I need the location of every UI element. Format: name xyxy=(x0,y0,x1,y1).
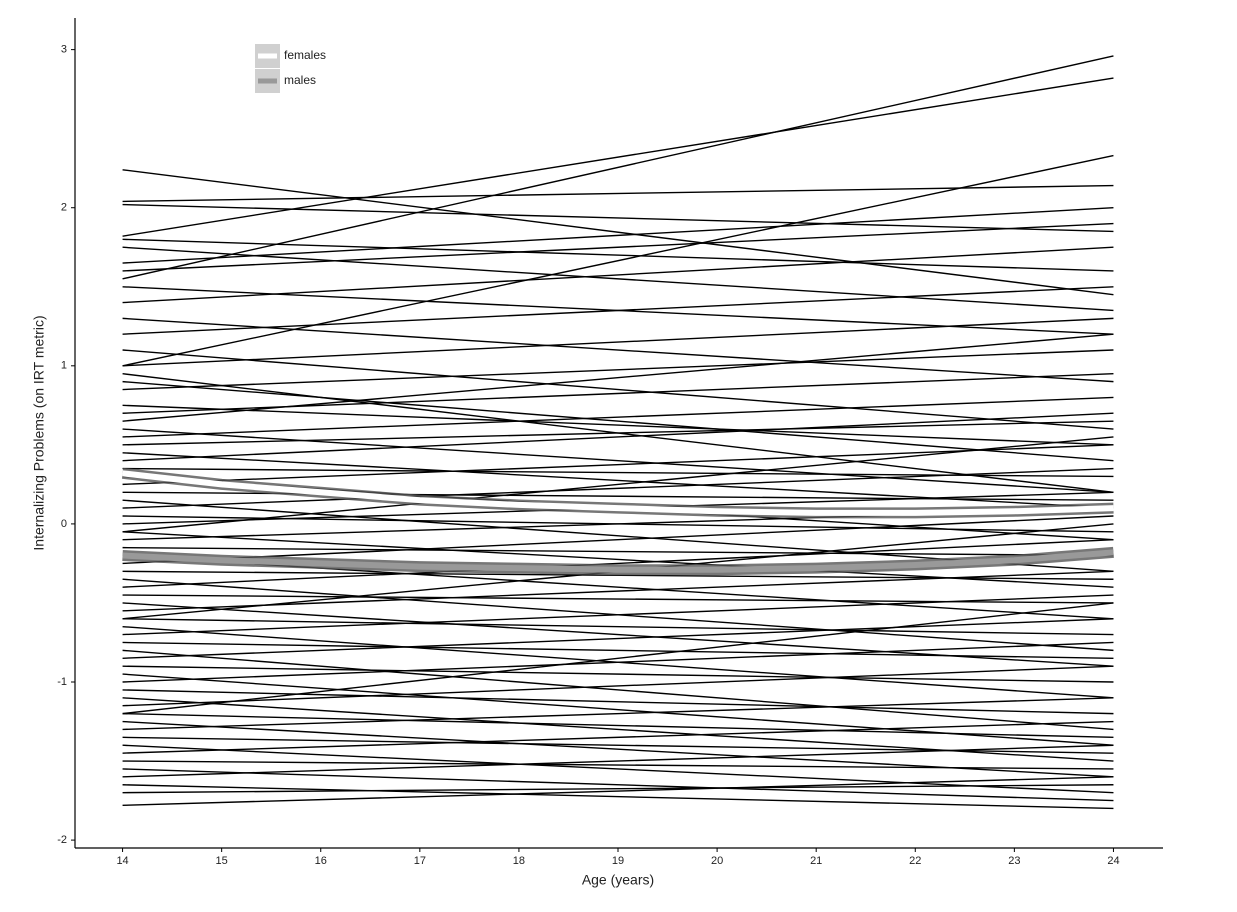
y-tick-label: -1 xyxy=(57,676,67,688)
x-tick-label: 21 xyxy=(810,855,822,867)
trajectory xyxy=(122,641,1114,683)
trajectory xyxy=(122,784,1114,810)
trajectory xyxy=(122,380,1114,462)
y-tick-label: 3 xyxy=(61,44,67,56)
trajectory xyxy=(122,736,1114,754)
trajectory xyxy=(122,444,1114,486)
x-tick-label: 16 xyxy=(315,855,327,867)
y-tick-label: 2 xyxy=(61,202,67,214)
trajectory xyxy=(122,436,1114,533)
trajectory xyxy=(122,744,1114,794)
trajectory xyxy=(122,77,1114,237)
trajectory xyxy=(122,428,1114,493)
x-tick-label: 20 xyxy=(711,855,723,867)
trajectory xyxy=(122,246,1114,304)
trajectory xyxy=(122,689,1114,715)
trajectory xyxy=(122,467,1114,478)
trajectory xyxy=(122,222,1114,272)
trajectory xyxy=(122,744,1114,778)
y-tick-label: 0 xyxy=(61,518,67,530)
trajectory xyxy=(122,246,1114,312)
trajectory xyxy=(122,412,1114,462)
trajectory xyxy=(122,317,1114,367)
trajectory xyxy=(122,760,1114,770)
x-tick-label: 22 xyxy=(909,855,921,867)
x-tick-label: 19 xyxy=(612,855,624,867)
trajectory xyxy=(122,602,1114,715)
trajectory xyxy=(122,396,1114,438)
trajectory xyxy=(122,238,1114,272)
trajectory xyxy=(122,665,1114,683)
trajectory xyxy=(122,570,1114,612)
trajectory xyxy=(122,618,1114,659)
trajectory xyxy=(122,618,1114,636)
legend-label: males xyxy=(284,73,316,87)
trajectory xyxy=(122,286,1114,335)
trajectory xyxy=(122,776,1114,807)
trajectory xyxy=(122,203,1114,233)
y-axis-label: Internalizing Problems (on IRT metric) xyxy=(31,315,47,550)
trajectory xyxy=(122,649,1114,731)
trajectory xyxy=(122,349,1114,391)
trajectory xyxy=(122,404,1114,446)
legend-label: females xyxy=(284,48,326,62)
trajectory xyxy=(122,169,1114,296)
x-tick-label: 24 xyxy=(1107,855,1119,867)
trajectory xyxy=(122,55,1114,280)
trajectory xyxy=(122,594,1114,636)
trajectory xyxy=(122,154,1114,367)
trajectory xyxy=(122,539,1114,588)
trajectory xyxy=(122,317,1114,383)
trajectory xyxy=(122,602,1114,667)
trajectory xyxy=(122,515,1114,565)
trajectory xyxy=(122,712,1114,739)
trajectory xyxy=(122,184,1114,203)
x-tick-label: 14 xyxy=(116,855,128,867)
trajectory xyxy=(122,768,1114,802)
trajectory xyxy=(122,546,1114,557)
y-tick-label: -2 xyxy=(57,834,67,846)
trajectory xyxy=(122,373,1114,493)
trajectory xyxy=(122,594,1114,604)
x-tick-label: 18 xyxy=(513,855,525,867)
trajectory xyxy=(122,467,1114,509)
trajectory xyxy=(122,784,1114,794)
mean-line xyxy=(122,549,1114,573)
trajectory xyxy=(122,207,1114,264)
x-axis-label: Age (years) xyxy=(582,872,654,888)
mean-line xyxy=(122,470,1114,516)
x-tick-label: 23 xyxy=(1008,855,1020,867)
trajectory xyxy=(122,697,1114,731)
trajectory xyxy=(122,720,1114,754)
x-tick-label: 15 xyxy=(216,855,228,867)
trajectory xyxy=(122,641,1114,659)
y-tick-label: 1 xyxy=(61,360,67,372)
x-tick-label: 17 xyxy=(414,855,426,867)
trajectory xyxy=(122,349,1114,430)
trajectory xyxy=(122,333,1114,422)
trajectory xyxy=(122,665,1114,707)
